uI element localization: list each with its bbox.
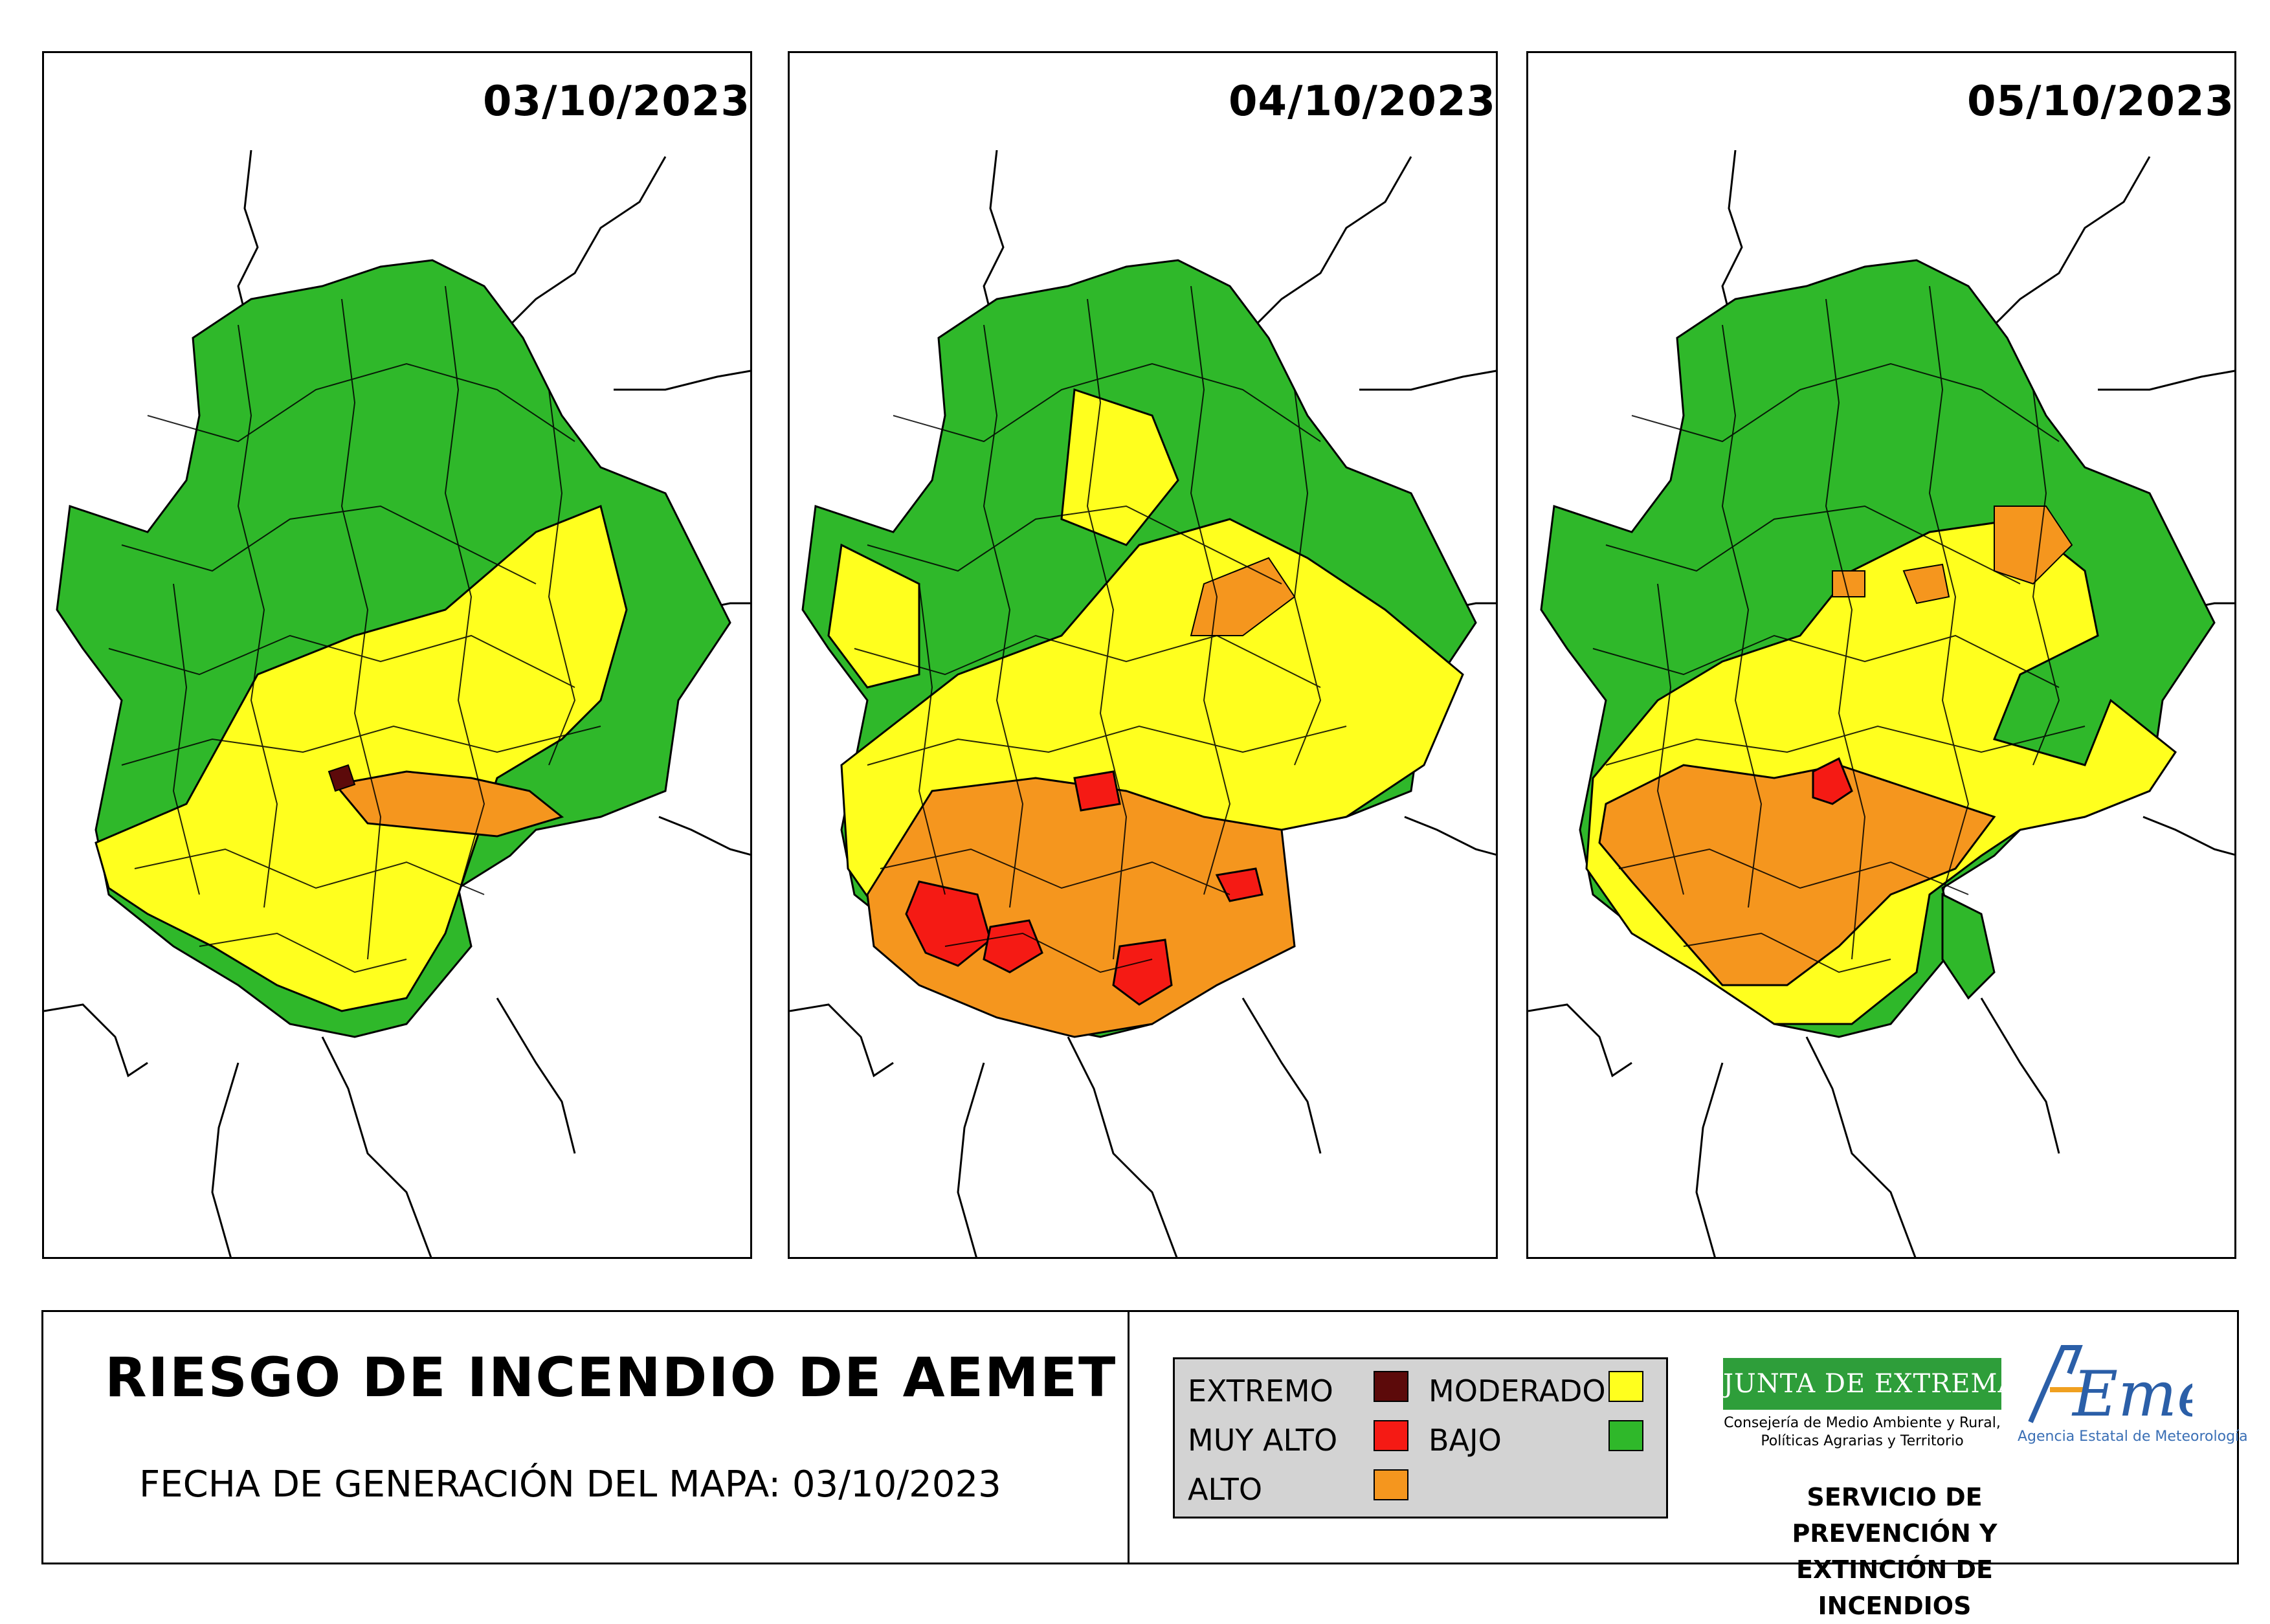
risk-map-1 bbox=[44, 150, 750, 1257]
svg-text:Emet: Emet bbox=[2071, 1358, 2192, 1429]
legend-label-extremo: EXTREMO bbox=[1188, 1374, 1333, 1408]
footer-divider bbox=[1128, 1312, 1129, 1563]
legend-label-bajo: BAJO bbox=[1429, 1423, 1502, 1458]
map-date-label: 04/10/2023 bbox=[1229, 78, 1496, 126]
risk-map-3 bbox=[1528, 150, 2234, 1257]
risk-legend: EXTREMO MUY ALTO ALTO MODERADO BAJO bbox=[1173, 1357, 1668, 1518]
legend-label-muy-alto: MUY ALTO bbox=[1188, 1423, 1338, 1458]
legend-swatch-moderado bbox=[1608, 1371, 1643, 1402]
junta-extremadura-logo: JUNTA DE EXTREMADURA bbox=[1723, 1358, 2100, 1410]
legend-swatch-muy-alto bbox=[1374, 1420, 1408, 1451]
legend-swatch-bajo bbox=[1608, 1420, 1643, 1451]
legend-label-alto: ALTO bbox=[1188, 1472, 1263, 1507]
aemet-logo: Emet bbox=[2028, 1345, 2192, 1429]
report-title: RIESGO DE INCENDIO DE AEMET bbox=[105, 1346, 1117, 1409]
map-panel-1: 03/10/2023 bbox=[42, 51, 752, 1259]
map-panel-2: 04/10/2023 bbox=[788, 51, 1498, 1259]
generation-date: FECHA DE GENERACIÓN DEL MAPA: 03/10/2023 bbox=[139, 1463, 1001, 1506]
map-panel-3: 05/10/2023 bbox=[1526, 51, 2236, 1259]
footer-panel: RIESGO DE INCENDIO DE AEMET FECHA DE GEN… bbox=[41, 1310, 2248, 1620]
map-date-label: 03/10/2023 bbox=[483, 78, 750, 126]
aemet-subtitle: Agencia Estatal de Meteorología bbox=[2018, 1429, 2248, 1445]
service-name: SERVICIO DE PREVENCIÓN Y EXTINCIÓN DE IN… bbox=[1792, 1483, 1997, 1620]
map-date-label: 05/10/2023 bbox=[1967, 78, 2234, 126]
junta-subtitle: Consejería de Medio Ambiente y Rural, Po… bbox=[1724, 1415, 2001, 1449]
legend-swatch-alto bbox=[1374, 1469, 1408, 1500]
risk-map-2 bbox=[790, 150, 1496, 1257]
legend-swatch-extremo bbox=[1374, 1371, 1408, 1402]
legend-label-moderado: MODERADO bbox=[1429, 1374, 1606, 1408]
